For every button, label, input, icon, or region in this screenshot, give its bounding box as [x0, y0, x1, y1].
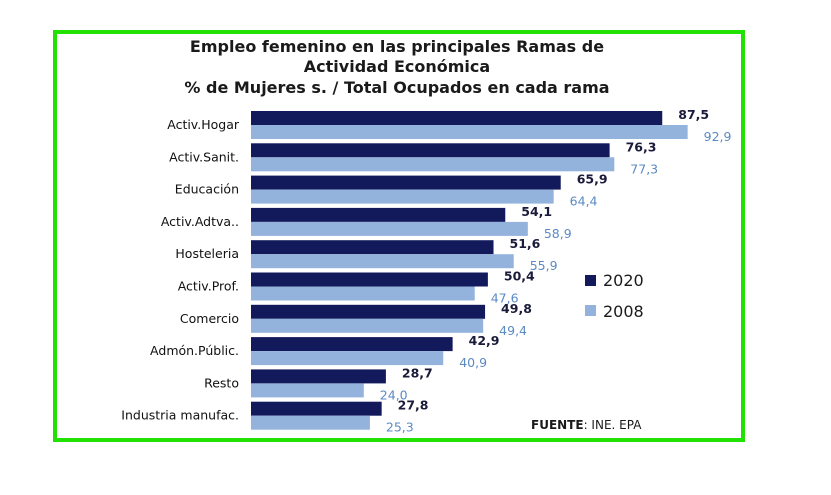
category-label-educaci-n: Educación	[175, 182, 239, 197]
data-label-2008-educaci-n: 64,4	[570, 194, 598, 209]
bar-2020-hosteleria	[251, 240, 494, 255]
data-label-2020-activ-prof: 50,4	[504, 269, 535, 284]
data-label-2020-adm-n-p-blic: 42,9	[469, 333, 500, 348]
data-label-2008-activ-prof: 47,6	[491, 291, 519, 306]
chart-frame: Empleo femenino en las principales Ramas…	[53, 30, 745, 442]
category-label-hosteleria: Hosteleria	[175, 246, 239, 261]
data-label-2008-activ-hogar: 92,9	[704, 129, 732, 144]
source-note: FUENTE: INE. EPA	[531, 418, 642, 432]
bar-2008-industria-manufac	[251, 415, 370, 430]
data-label-2008-industria-manufac: 25,3	[386, 420, 414, 435]
category-label-comercio: Comercio	[180, 311, 239, 326]
legend: 2020 2008	[585, 271, 644, 321]
bar-chart: Empleo femenino en las principales Ramas…	[121, 37, 731, 435]
data-label-2020-activ-adtva: 54,1	[521, 204, 552, 219]
bar-2008-activ-hogar	[251, 125, 688, 139]
bar-2008-hosteleria	[251, 254, 514, 269]
data-label-2020-educaci-n: 65,9	[577, 172, 608, 187]
data-label-2008-comercio: 49,4	[499, 323, 527, 338]
data-label-2020-resto: 28,7	[402, 365, 433, 380]
data-label-2020-comercio: 49,8	[501, 301, 532, 316]
legend-label-2008: 2008	[603, 302, 644, 321]
category-label-resto: Resto	[204, 375, 239, 390]
category-label-activ-hogar: Activ.Hogar	[167, 117, 240, 132]
bar-2020-educaci-n	[251, 175, 561, 190]
bar-2008-activ-sanit	[251, 157, 615, 172]
category-label-activ-sanit: Activ.Sanit.	[169, 149, 239, 164]
bar-2008-educaci-n	[251, 189, 554, 204]
source-label: FUENTE	[531, 418, 584, 432]
bar-2008-activ-prof	[251, 286, 475, 301]
bar-2020-activ-hogar	[251, 111, 663, 125]
category-label-adm-n-p-blic: Admón.Públic.	[150, 343, 239, 358]
category-label-activ-adtva: Activ.Adtva..	[161, 214, 239, 229]
bar-2008-adm-n-p-blic	[251, 351, 444, 366]
bar-2020-activ-sanit	[251, 143, 610, 158]
data-label-2008-resto: 24,0	[380, 387, 408, 402]
legend-swatch-2008	[585, 305, 596, 316]
data-label-2008-activ-adtva: 58,9	[544, 226, 572, 241]
bars-layer: Activ.Hogar 87,5 92,9 Activ.Sanit. 76,3 77,3 E…	[121, 107, 731, 435]
bar-2020-comercio	[251, 304, 486, 319]
chart-title-line-2: Actividad Económica	[304, 57, 490, 76]
data-label-2008-hosteleria: 55,9	[530, 258, 558, 273]
bar-2008-resto	[251, 383, 364, 398]
chart-title-line-3: % de Mujeres s. / Total Ocupados en cada…	[184, 78, 609, 97]
data-label-2020-industria-manufac: 27,8	[398, 398, 429, 413]
source-value: : INE. EPA	[584, 418, 643, 432]
data-label-2020-activ-hogar: 87,5	[678, 107, 709, 122]
legend-swatch-2020	[585, 275, 596, 286]
bar-2020-activ-prof	[251, 272, 488, 287]
chart-title-line-1: Empleo femenino en las principales Ramas…	[190, 37, 604, 56]
data-label-2020-hosteleria: 51,6	[510, 236, 541, 251]
bar-2020-industria-manufac	[251, 401, 382, 416]
bar-2020-adm-n-p-blic	[251, 337, 453, 352]
bar-2008-activ-adtva	[251, 221, 528, 236]
bar-2020-resto	[251, 369, 386, 384]
data-label-2020-activ-sanit: 76,3	[626, 139, 657, 154]
category-label-industria-manufac: Industria manufac.	[121, 408, 239, 423]
bar-2008-comercio	[251, 318, 484, 333]
data-label-2008-activ-sanit: 77,3	[630, 161, 658, 176]
data-label-2008-adm-n-p-blic: 40,9	[459, 355, 487, 370]
legend-label-2020: 2020	[603, 271, 644, 290]
bar-2020-activ-adtva	[251, 207, 506, 222]
category-label-activ-prof: Activ.Prof.	[178, 279, 239, 294]
